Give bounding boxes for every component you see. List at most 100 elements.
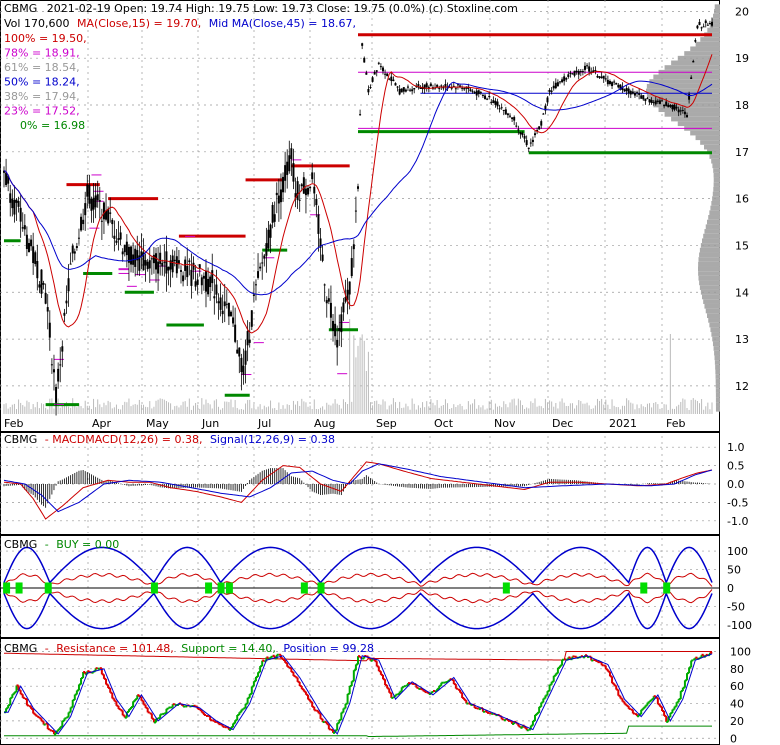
candle-body [67, 278, 70, 292]
volume-bar [549, 400, 551, 414]
x-tick-label: Nov [494, 417, 516, 430]
candle-body [148, 260, 151, 269]
volume-bar [382, 399, 384, 414]
candle-body [471, 90, 474, 92]
candle-body [617, 84, 620, 88]
candle-body [519, 132, 522, 135]
volume-bar [707, 402, 709, 414]
candle-body [169, 260, 172, 270]
volume-bar [407, 406, 409, 414]
volume-bar [38, 408, 40, 414]
y-tick-label: 13 [735, 333, 749, 346]
candle-body [473, 91, 476, 94]
volume-bar [203, 404, 205, 414]
volume-bar [234, 400, 236, 414]
volume-bar [411, 398, 413, 414]
candle-body [161, 262, 164, 267]
volume-profile-bar [690, 130, 720, 136]
candle-body [404, 89, 407, 92]
y-tick-label: 1.0 [727, 441, 745, 454]
candle-body [292, 163, 295, 182]
volume-bar [90, 409, 92, 414]
candle-body [361, 43, 364, 46]
volume-profile-bar [653, 102, 720, 108]
volume-bar [436, 400, 438, 414]
volume-bar [522, 405, 524, 414]
candle-body [521, 133, 524, 136]
y-tick-label: -0.5 [727, 496, 748, 509]
volume-bar [40, 403, 42, 414]
volume-bar [551, 401, 553, 414]
volume-profile-bar [712, 191, 720, 197]
volume-bar [324, 409, 326, 414]
candle-body [625, 87, 628, 92]
volume-bar [320, 407, 322, 414]
volume-bar [80, 406, 82, 414]
volume-bar [88, 405, 90, 414]
candle-body [569, 73, 572, 75]
volume-profile-bar [646, 83, 720, 89]
candle-body [73, 251, 76, 254]
candle-body [571, 73, 574, 75]
volume-bar [440, 405, 442, 414]
candle-body [215, 284, 218, 295]
volume-bar [571, 403, 573, 414]
volume-bar [43, 404, 45, 414]
volume-bar [184, 401, 186, 414]
volume-bar [709, 409, 711, 414]
candle-body [252, 294, 255, 296]
candle-body [44, 292, 47, 304]
candle-body [46, 307, 49, 312]
y-tick-label: 60 [730, 680, 744, 693]
volume-profile-bar [704, 303, 720, 309]
volume-bar [688, 409, 690, 414]
volume-bar [559, 401, 561, 414]
volume-bar [378, 403, 380, 414]
volume-profile-bar [715, 364, 720, 370]
candle-body [565, 78, 568, 80]
candle-body [556, 82, 559, 87]
volume-bar [684, 399, 686, 414]
volume-bar [211, 408, 213, 414]
volume-bar [7, 408, 9, 414]
fib-label: 100% = 19.50, [4, 32, 87, 45]
candle-body [82, 219, 85, 225]
price-panel: 12 13 14 15 16 17 18 19 20 Feb Apr May Jun Jul Aug Sep O… [0, 0, 749, 430]
candle-body [288, 155, 291, 172]
volume-bar [542, 408, 544, 414]
volume-bar [553, 406, 555, 414]
volume-profile-bar [715, 383, 720, 389]
volume-bar [176, 405, 178, 414]
candle-body [271, 204, 274, 223]
candle-body [261, 262, 264, 264]
volume-bar [586, 402, 588, 414]
volume-bar [15, 409, 17, 414]
candle-body [25, 234, 28, 249]
candle-body [221, 310, 224, 315]
volume-bar [372, 405, 374, 414]
candle-body [700, 27, 703, 29]
volume-bar [649, 403, 651, 414]
candle-body [652, 102, 655, 104]
volume-bar [53, 408, 55, 414]
candle-body [438, 88, 441, 90]
candle-body [561, 79, 564, 83]
x-tick-label: Dec [552, 417, 573, 430]
volume-profile-bar [699, 252, 720, 258]
volume-bar [357, 345, 359, 414]
candle-body [409, 89, 412, 91]
candle-body [254, 284, 257, 286]
candle-body [456, 84, 459, 86]
candle-body [267, 229, 270, 249]
volume-bar [599, 400, 601, 414]
candle-body [592, 70, 595, 73]
candle-body [461, 87, 464, 89]
volume-bar [68, 406, 70, 414]
volume-bar [403, 407, 405, 414]
volume-bar [678, 404, 680, 414]
candle-body [238, 347, 241, 357]
buy-marker [217, 582, 225, 594]
candle-body [425, 83, 428, 88]
x-tick-label: Aug [314, 417, 335, 430]
volume-bar [5, 403, 7, 414]
